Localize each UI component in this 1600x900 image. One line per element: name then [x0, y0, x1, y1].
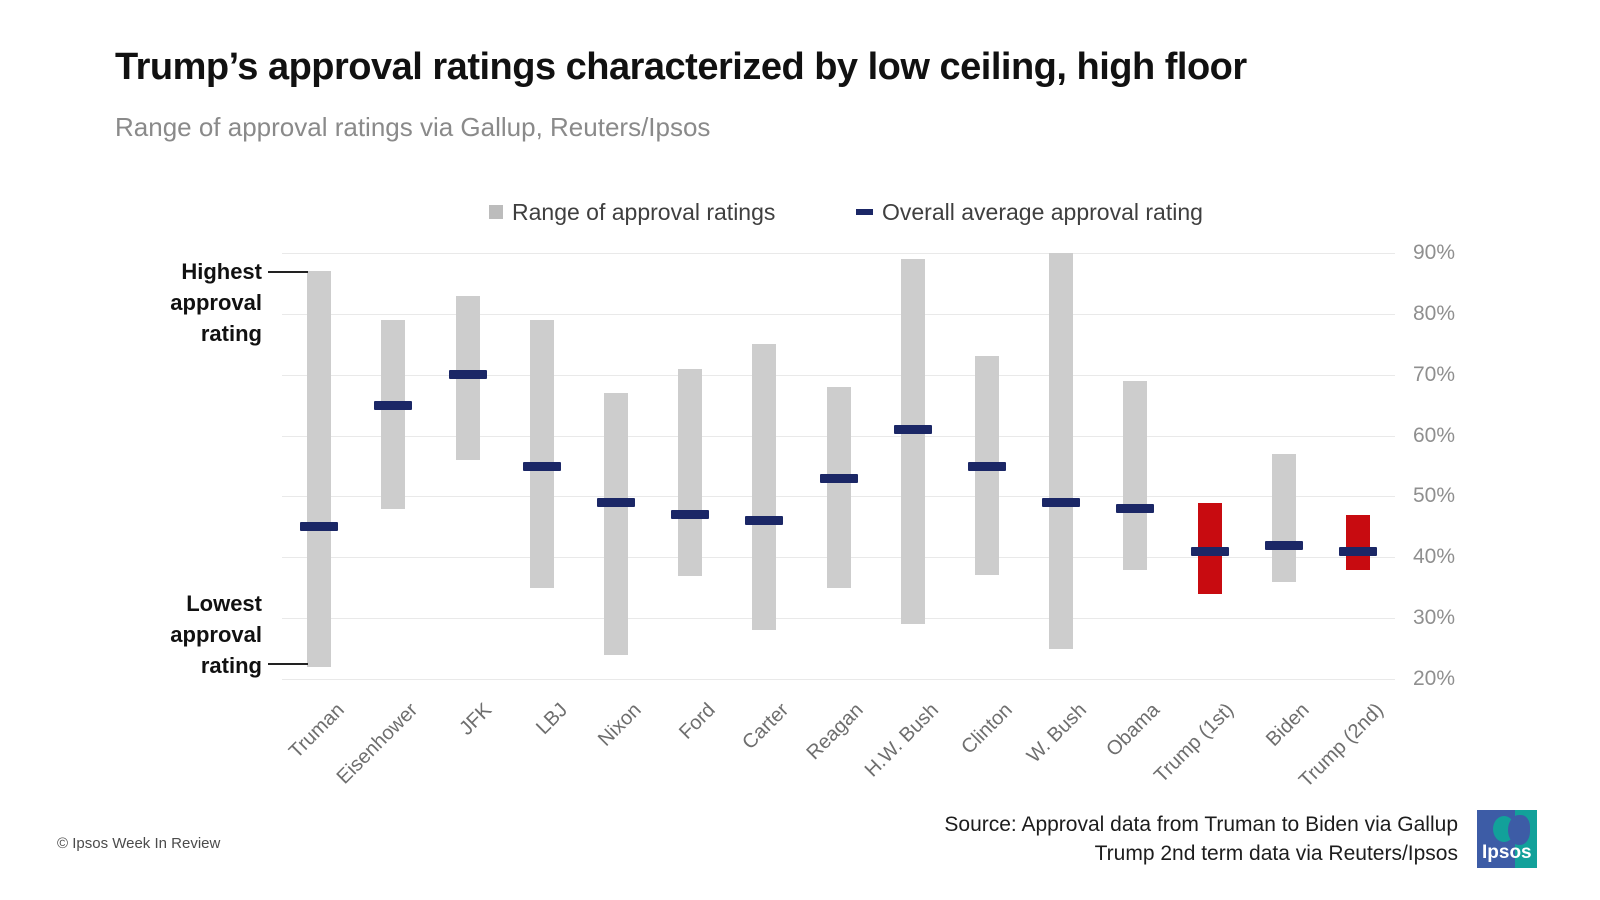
range-bar — [1272, 454, 1296, 582]
x-axis-category-label: Ford — [674, 699, 720, 744]
average-swatch-icon — [856, 209, 873, 215]
x-axis-category-label: Obama — [1102, 699, 1165, 761]
y-axis-tick-label: 90% — [1413, 241, 1456, 264]
annotation-line: Highest — [181, 259, 262, 284]
source-note: Source: Approval data from Truman to Bid… — [944, 810, 1458, 868]
x-axis-category-label: Reagan — [802, 699, 868, 765]
x-axis-category-label: LBJ — [531, 699, 572, 739]
highest-annotation: Highest approval rating — [152, 256, 262, 349]
x-axis-category-label: Nixon — [593, 699, 646, 751]
copyright-note: © Ipsos Week In Review — [57, 835, 221, 852]
average-dash — [1339, 547, 1377, 556]
average-dash — [523, 462, 561, 471]
y-axis-tick-label: 60% — [1413, 424, 1456, 447]
range-bar — [381, 320, 405, 509]
highest-connector-line — [268, 271, 308, 273]
x-axis-category-label: Biden — [1261, 699, 1314, 751]
average-dash — [1191, 547, 1229, 556]
x-axis-category-label: W. Bush — [1022, 699, 1091, 768]
range-bar — [1123, 381, 1147, 570]
average-dash — [597, 498, 635, 507]
average-dash — [449, 370, 487, 379]
average-dash — [1042, 498, 1080, 507]
average-dash — [894, 425, 932, 434]
legend-label-range: Range of approval ratings — [512, 198, 776, 225]
average-dash — [820, 474, 858, 483]
range-bar — [827, 387, 851, 588]
x-axis-category-label: Trump (1st) — [1150, 699, 1239, 788]
x-axis-category-label: Truman — [284, 699, 349, 763]
y-axis-tick-label: 80% — [1413, 302, 1456, 325]
chart-subtitle: Range of approval ratings via Gallup, Re… — [115, 112, 711, 142]
source-line-1: Source: Approval data from Truman to Bid… — [944, 813, 1458, 836]
x-axis-category-label: Clinton — [956, 699, 1017, 759]
average-dash — [745, 516, 783, 525]
legend-label-average: Overall average approval rating — [882, 198, 1203, 225]
average-dash — [1265, 541, 1303, 550]
gridline — [282, 253, 1395, 254]
logo-face-icon — [1508, 814, 1531, 845]
annotation-line: rating — [200, 321, 262, 346]
chart-title: Trump’s approval ratings characterized b… — [115, 46, 1247, 88]
y-axis-tick-label: 20% — [1413, 667, 1456, 690]
gridline — [282, 375, 1395, 376]
average-dash — [968, 462, 1006, 471]
range-bar — [307, 271, 331, 667]
average-dash — [1116, 504, 1154, 513]
range-swatch-icon — [489, 205, 503, 219]
range-bar — [1346, 515, 1370, 570]
source-line-2: Trump 2nd term data via Reuters/Ipsos — [1094, 842, 1458, 865]
y-axis-tick-label: 30% — [1413, 606, 1456, 629]
lowest-connector-line — [268, 663, 308, 665]
range-bar — [752, 344, 776, 630]
legend-item-range: Range of approval ratings — [489, 197, 775, 227]
annotation-line: Lowest — [186, 591, 262, 616]
x-axis-category-label: H.W. Bush — [860, 699, 943, 782]
gridline — [282, 618, 1395, 619]
range-bar — [604, 393, 628, 655]
y-axis-tick-label: 50% — [1413, 484, 1456, 507]
x-axis-category-label: Carter — [738, 699, 794, 754]
average-dash — [374, 401, 412, 410]
x-axis-category-label: JFK — [455, 699, 497, 740]
average-dash — [671, 510, 709, 519]
average-dash — [300, 522, 338, 531]
range-bar — [530, 320, 554, 588]
annotation-line: rating — [200, 653, 262, 678]
logo-wordmark: Ipsos — [1482, 842, 1532, 863]
range-bar — [901, 259, 925, 624]
y-axis-tick-label: 70% — [1413, 363, 1456, 386]
lowest-annotation: Lowest approval rating — [152, 588, 262, 681]
annotation-line: approval — [170, 622, 262, 647]
range-bar — [1049, 253, 1073, 649]
ipsos-logo: Ipsos — [1477, 810, 1537, 868]
range-bar — [678, 369, 702, 576]
legend-item-average: Overall average approval rating — [856, 197, 1203, 227]
annotation-line: approval — [170, 290, 262, 315]
y-axis-tick-label: 40% — [1413, 545, 1456, 568]
gridline — [282, 679, 1395, 680]
gridline — [282, 314, 1395, 315]
